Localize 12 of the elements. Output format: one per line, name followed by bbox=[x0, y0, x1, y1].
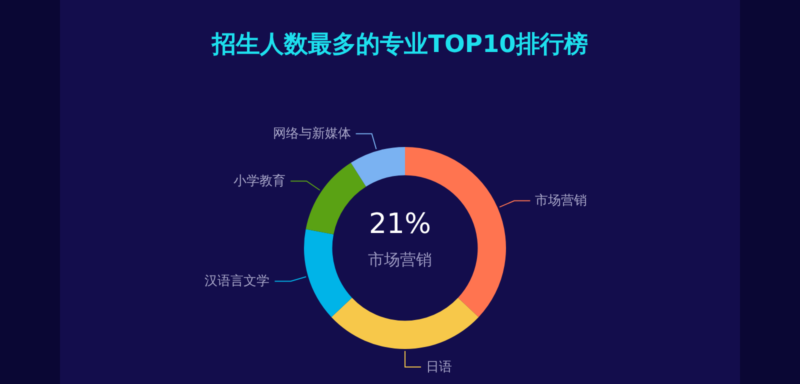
slice-label: 网络与新媒体 bbox=[272, 126, 351, 142]
donut-slice bbox=[304, 229, 352, 318]
text: 21% bbox=[368, 207, 432, 240]
donut-slice bbox=[350, 147, 405, 187]
text: 市场营销 bbox=[368, 250, 432, 269]
donut-slice bbox=[306, 162, 366, 234]
chart-title: 招生人数最多的专业TOP10排行榜 bbox=[210, 29, 589, 60]
slice-label: 日语 bbox=[426, 360, 452, 375]
donut-slice bbox=[331, 298, 479, 349]
slice-label: 小学教育 bbox=[234, 173, 286, 190]
slice-label: 市场营销 bbox=[535, 194, 588, 209]
slice-label: 汉语言文学 bbox=[204, 273, 270, 290]
